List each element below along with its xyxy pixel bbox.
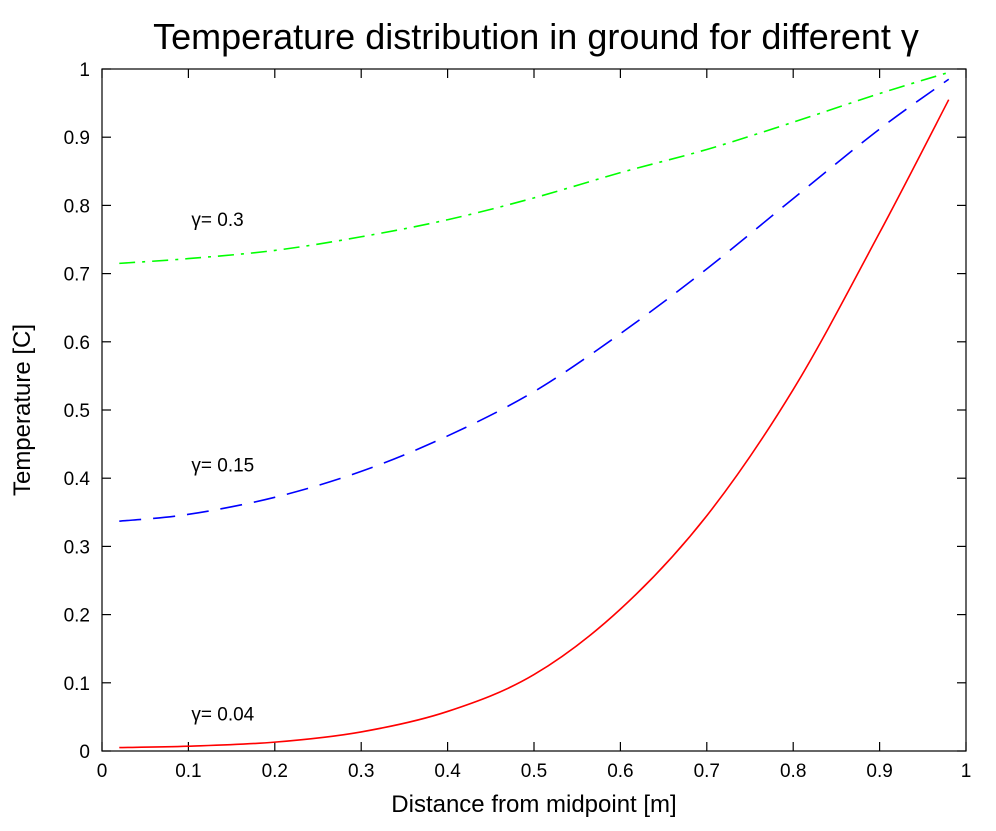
x-tick-label: 0.1 (175, 761, 201, 782)
y-tick-label: 0.5 (64, 401, 90, 422)
series-annotation: γ= 0.15 (191, 455, 254, 476)
x-tick-label: 0.4 (434, 761, 461, 782)
series-annotation: γ= 0.04 (191, 704, 254, 725)
x-axis-label: Distance from midpoint [m] (391, 791, 676, 818)
x-tick-label: 0.6 (607, 761, 633, 782)
series-line-0 (119, 71, 949, 265)
series-line-2 (119, 99, 950, 749)
y-axis-label: Temperature [C] (9, 324, 36, 496)
chart-title: Temperature distribution in ground for d… (153, 16, 919, 57)
series-annotation: γ= 0.3 (191, 210, 243, 231)
x-tick-label: 0.2 (262, 761, 288, 782)
y-tick-label: 1 (79, 60, 90, 81)
series-lines (119, 71, 950, 749)
x-tick-label: 0.5 (521, 761, 547, 782)
y-tick-label: 0.2 (64, 606, 90, 627)
y-tick-label: 0.9 (64, 128, 90, 149)
x-tick-label: 0.7 (694, 761, 720, 782)
y-tick-label: 0.7 (64, 265, 90, 286)
x-tick-label: 0.3 (348, 761, 374, 782)
x-tick-label: 0 (97, 761, 108, 782)
y-tick-label: 0.1 (64, 674, 90, 695)
axis-ticks (101, 68, 967, 752)
x-tick-label: 0.8 (780, 761, 806, 782)
y-tick-label: 0.6 (64, 333, 90, 354)
annotations: γ= 0.3 γ= 0.15 γ= 0.04 (191, 210, 254, 725)
x-tick-label: 1 (961, 761, 972, 782)
plot-area (101, 68, 967, 752)
y-tick-label: 0 (79, 742, 90, 763)
axis-tick-labels: 0 0.1 0.2 0.3 0.4 0.5 0.6 0.7 0.8 0.9 1 0 0.1 0.2 0.3 0… (64, 60, 972, 782)
y-tick-label: 0.8 (64, 196, 90, 217)
y-tick-label: 0.4 (64, 469, 91, 490)
y-tick-label: 0.3 (64, 537, 90, 558)
series-line-1 (119, 78, 950, 522)
x-tick-label: 0.9 (866, 761, 892, 782)
